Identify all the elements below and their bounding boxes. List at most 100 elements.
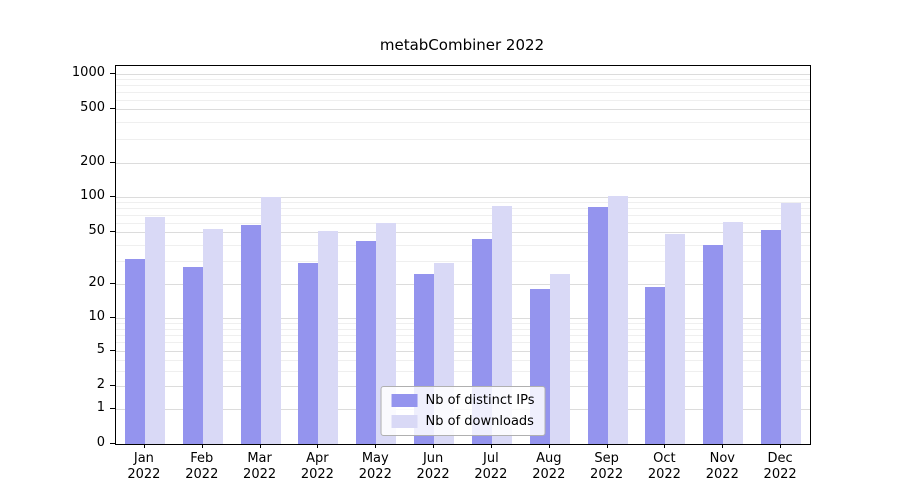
x-tick-label: Nov 2022 (690, 451, 754, 483)
y-tick-mark (110, 350, 115, 351)
y-tick-label: 10 (88, 309, 105, 324)
x-tick-month: Aug (536, 451, 562, 466)
x-tick-year: 2022 (474, 467, 508, 482)
x-tick-month: Apr (306, 451, 329, 466)
x-tick-mark (664, 444, 666, 448)
bar-nb-of-downloads-feb (202, 229, 223, 444)
x-tick-year: 2022 (358, 467, 392, 482)
legend-item-distinct-ips: Nb of distinct IPs (391, 393, 535, 408)
y-tick-label: 5 (96, 342, 105, 357)
y-tick-mark (110, 73, 115, 74)
y-tick-label: 100 (80, 188, 105, 203)
y-tick-mark (110, 283, 115, 284)
x-tick-year: 2022 (763, 467, 797, 482)
x-tick-label: Jul 2022 (459, 451, 523, 483)
y-tick-mark (110, 443, 115, 444)
x-tick-mark (143, 444, 145, 448)
y-tick-mark (110, 196, 115, 197)
x-tick-mark (606, 444, 608, 448)
plot-area: Nb of distinct IPs Nb of downloads (115, 65, 811, 445)
major-gridline (116, 232, 810, 233)
x-tick-year: 2022 (300, 467, 334, 482)
y-tick-label: 200 (80, 154, 105, 169)
x-tick-mark (259, 444, 261, 448)
x-tick-year: 2022 (127, 467, 161, 482)
legend-label-distinct-ips: Nb of distinct IPs (425, 393, 535, 408)
major-gridline (116, 74, 810, 75)
legend-swatch-distinct-ips (391, 394, 418, 407)
minor-gridline (116, 244, 810, 246)
y-tick-mark (110, 385, 115, 386)
bar-nb-of-downloads-dec (781, 202, 802, 444)
x-tick-label: Apr 2022 (285, 451, 349, 483)
x-tick-month: Feb (190, 451, 214, 466)
x-tick-year: 2022 (243, 467, 277, 482)
major-gridline (116, 351, 810, 352)
bar-nb-of-downloads-apr (318, 231, 339, 444)
x-tick-label: Aug 2022 (517, 451, 581, 483)
x-tick-month: Jun (422, 451, 444, 466)
x-tick-label: Dec 2022 (748, 451, 812, 483)
x-tick-mark (433, 444, 435, 448)
bar-nb-of-distinct-ips-may (356, 240, 377, 444)
y-tick-label: 0 (96, 435, 105, 450)
bar-nb-of-distinct-ips-jan (124, 259, 145, 444)
bar-nb-of-distinct-ips-apr (298, 262, 319, 444)
x-tick-month: Nov (709, 451, 735, 466)
y-tick-mark (110, 317, 115, 318)
y-tick-label: 1000 (71, 65, 105, 80)
y-tick-mark (110, 162, 115, 163)
x-tick-label: Jan 2022 (112, 451, 176, 483)
x-tick-month: Jan (133, 451, 154, 466)
x-tick-label: Oct 2022 (632, 451, 696, 483)
x-tick-month: May (361, 451, 389, 466)
bar-nb-of-distinct-ips-mar (240, 225, 261, 444)
y-tick-mark (110, 408, 115, 409)
bar-nb-of-downloads-jan (144, 217, 165, 444)
x-tick-mark (780, 444, 782, 448)
minor-gridline (116, 359, 810, 361)
major-gridline (116, 109, 810, 110)
x-tick-label: Sep 2022 (575, 451, 639, 483)
minor-gridline (116, 323, 810, 324)
x-tick-mark (201, 444, 203, 448)
major-gridline (116, 163, 810, 164)
y-tick-label: 50 (88, 223, 105, 238)
x-tick-month: Sep (594, 451, 619, 466)
minor-gridline (116, 202, 810, 204)
x-tick-year: 2022 (590, 467, 624, 482)
minor-gridline (116, 370, 810, 372)
y-tick-mark (110, 108, 115, 109)
minor-gridline (116, 122, 810, 124)
x-tick-year: 2022 (705, 467, 739, 482)
y-tick-label: 500 (80, 100, 105, 115)
minor-gridline (116, 222, 810, 224)
bar-nb-of-downloads-jul (491, 205, 512, 444)
y-tick-label: 1 (96, 400, 105, 415)
chart-title: metabCombiner 2022 (379, 36, 545, 54)
x-tick-year: 2022 (647, 467, 681, 482)
x-tick-month: Jul (483, 451, 499, 466)
x-tick-month: Oct (653, 451, 676, 466)
minor-gridline (116, 99, 810, 101)
major-gridline (116, 197, 810, 198)
x-tick-label: Feb 2022 (170, 451, 234, 483)
x-tick-mark (548, 444, 550, 448)
y-tick-label: 20 (88, 275, 105, 290)
legend: Nb of distinct IPs Nb of downloads (380, 386, 546, 436)
x-tick-mark (722, 444, 724, 448)
bar-nb-of-distinct-ips-oct (645, 286, 666, 444)
minor-gridline (116, 79, 810, 81)
x-tick-label: Mar 2022 (228, 451, 292, 483)
x-tick-year: 2022 (532, 467, 566, 482)
major-gridline (116, 318, 810, 319)
bar-nb-of-downloads-aug (549, 273, 570, 444)
legend-label-downloads: Nb of downloads (425, 414, 534, 429)
bar-nb-of-distinct-ips-sep (587, 207, 608, 444)
y-tick-label: 2 (96, 377, 105, 392)
x-tick-year: 2022 (185, 467, 219, 482)
x-tick-mark (317, 444, 319, 448)
legend-item-downloads: Nb of downloads (391, 414, 535, 429)
bar-nb-of-downloads-oct (665, 234, 686, 444)
